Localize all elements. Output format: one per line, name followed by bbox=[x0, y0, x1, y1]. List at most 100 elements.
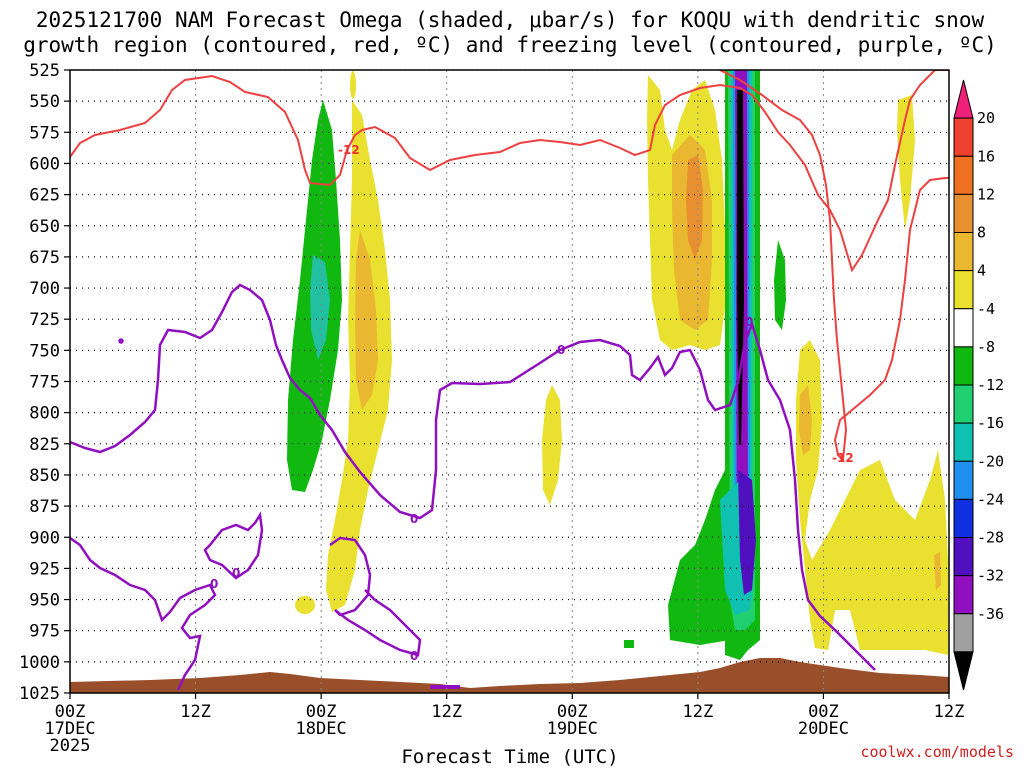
y-axis: 525 550 575 600 625 650 675 700 725 750 775 800 825 8… bbox=[19, 61, 70, 704]
y-tick-label: 825 bbox=[29, 435, 60, 455]
y-tick-label: 775 bbox=[29, 373, 60, 393]
colorbar-label: -36 bbox=[977, 605, 1004, 623]
credit-text[interactable]: coolwx.com/models bbox=[860, 743, 1014, 761]
colorbar-label: -16 bbox=[977, 414, 1004, 432]
x-tick-date: 20DEC bbox=[798, 719, 849, 739]
omega-darkorange-core-3 bbox=[686, 155, 703, 260]
y-tick-label: 1025 bbox=[19, 684, 60, 704]
colorbar-label: 20 bbox=[977, 109, 995, 127]
y-tick-label: 1000 bbox=[19, 653, 60, 673]
x-tick-date: 17DEC bbox=[44, 719, 95, 739]
x-tick-date: 18DEC bbox=[296, 719, 347, 739]
freezing-contour-loop-2 bbox=[70, 536, 217, 691]
freezing-label-6: 0 bbox=[745, 315, 753, 329]
colorbar-segment bbox=[953, 193, 974, 233]
omega-green-speck bbox=[624, 640, 634, 648]
colorbar-label: 8 bbox=[977, 224, 986, 242]
colorbar-segment bbox=[953, 232, 974, 272]
x-tick-year: 2025 bbox=[50, 736, 91, 756]
x-tick-label: 00Z bbox=[55, 702, 86, 722]
colorbar: 20 16 12 8 4 -4 -8 -12 -16 -20 -24 -28 -32 -36 bbox=[953, 79, 1004, 691]
x-tick-label: 12Z bbox=[934, 702, 965, 722]
terrain-purple-sliver bbox=[430, 685, 460, 689]
x-tick-label: 12Z bbox=[431, 702, 462, 722]
omega-teal-core-1 bbox=[310, 255, 330, 360]
y-tick-label: 700 bbox=[29, 279, 60, 299]
y-tick-label: 875 bbox=[29, 497, 60, 517]
y-tick-label: 850 bbox=[29, 466, 60, 486]
colorbar-label: 4 bbox=[977, 262, 986, 280]
colorbar-segment bbox=[953, 613, 974, 653]
y-tick-label: 725 bbox=[29, 310, 60, 330]
colorbar-segment bbox=[953, 346, 974, 386]
omega-violet-lowlevel bbox=[738, 470, 756, 595]
x-tick-label: 12Z bbox=[180, 702, 211, 722]
omega-orange-dot-right bbox=[934, 552, 941, 590]
colorbar-segment bbox=[953, 422, 974, 462]
colorbar-label: -28 bbox=[977, 529, 1004, 547]
x-tick-label: 00Z bbox=[306, 702, 337, 722]
colorbar-segment bbox=[953, 384, 974, 424]
y-tick-label: 675 bbox=[29, 248, 60, 268]
colorbar-label: -4 bbox=[977, 300, 995, 318]
y-tick-label: 750 bbox=[29, 341, 60, 361]
colorbar-label: -8 bbox=[977, 338, 995, 356]
y-tick-label: 575 bbox=[29, 123, 60, 143]
omega-yellow-blob-4 bbox=[796, 340, 948, 655]
x-tick-date: 19DEC bbox=[547, 719, 598, 739]
colorbar-bottom-arrow bbox=[953, 651, 974, 691]
colorbar-segment bbox=[953, 498, 974, 538]
colorbar-segment bbox=[953, 537, 974, 577]
y-tick-label: 925 bbox=[29, 559, 60, 579]
y-tick-label: 600 bbox=[29, 154, 60, 174]
dgz-label-right: -12 bbox=[832, 451, 854, 465]
freezing-label-2: 0 bbox=[232, 566, 240, 580]
colorbar-segment bbox=[953, 460, 974, 500]
colorbar-label: -20 bbox=[977, 452, 1004, 470]
dgz-label-left: -12 bbox=[338, 143, 360, 157]
omega-yellow-dot-2 bbox=[350, 71, 356, 99]
y-tick-label: 525 bbox=[29, 61, 60, 81]
colorbar-segment bbox=[953, 308, 974, 348]
chart-title-line-1: 2025121700 NAM Forecast Omega (shaded, μ… bbox=[36, 8, 985, 32]
colorbar-label: -32 bbox=[977, 567, 1004, 585]
omega-green-small bbox=[774, 240, 786, 330]
freezing-contour-main bbox=[70, 283, 876, 671]
colorbar-label: 12 bbox=[977, 185, 995, 203]
freezing-label-1: 0 bbox=[410, 512, 418, 526]
colorbar-label: -12 bbox=[977, 376, 1004, 394]
x-axis-label: Forecast Time (UTC) bbox=[401, 746, 618, 768]
omega-orange-core-4 bbox=[799, 385, 812, 455]
omega-green-lowlevel bbox=[668, 470, 730, 645]
x-tick-label: 00Z bbox=[808, 702, 839, 722]
colorbar-segment bbox=[953, 270, 974, 310]
freezing-contour-dot bbox=[118, 338, 124, 344]
dgz-contour-lower bbox=[719, 70, 949, 463]
chart-title-line-2: growth region (contoured, red, ºC) and f… bbox=[23, 33, 997, 57]
x-tick-label: 00Z bbox=[557, 702, 588, 722]
y-tick-label: 650 bbox=[29, 217, 60, 237]
y-tick-label: 975 bbox=[29, 622, 60, 642]
freezing-contour-loop-1 bbox=[203, 511, 264, 580]
colorbar-segment bbox=[953, 117, 974, 157]
omega-yellow-topright bbox=[897, 95, 915, 230]
contours: -12 -12 0 0 0 0 0 0 bbox=[70, 70, 949, 691]
freezing-contour-loop-3 bbox=[329, 536, 422, 657]
y-tick-label: 625 bbox=[29, 186, 60, 206]
freezing-label-3: 0 bbox=[210, 577, 218, 591]
y-tick-label: 900 bbox=[29, 528, 60, 548]
omega-yellow-dot-1 bbox=[295, 596, 315, 614]
colorbar-top-arrow bbox=[953, 79, 974, 119]
colorbar-segment bbox=[953, 155, 974, 195]
x-tick-label: 12Z bbox=[682, 702, 713, 722]
dgz-contour-upper bbox=[70, 70, 949, 273]
colorbar-segment bbox=[953, 575, 974, 615]
freezing-label-5: 0 bbox=[557, 343, 565, 357]
y-tick-label: 800 bbox=[29, 404, 60, 424]
terrain bbox=[70, 658, 949, 693]
omega-orange-core-1 bbox=[355, 230, 378, 410]
colorbar-label: -24 bbox=[977, 490, 1004, 508]
y-tick-label: 950 bbox=[29, 591, 60, 611]
freezing-label-4: 0 bbox=[410, 649, 418, 663]
